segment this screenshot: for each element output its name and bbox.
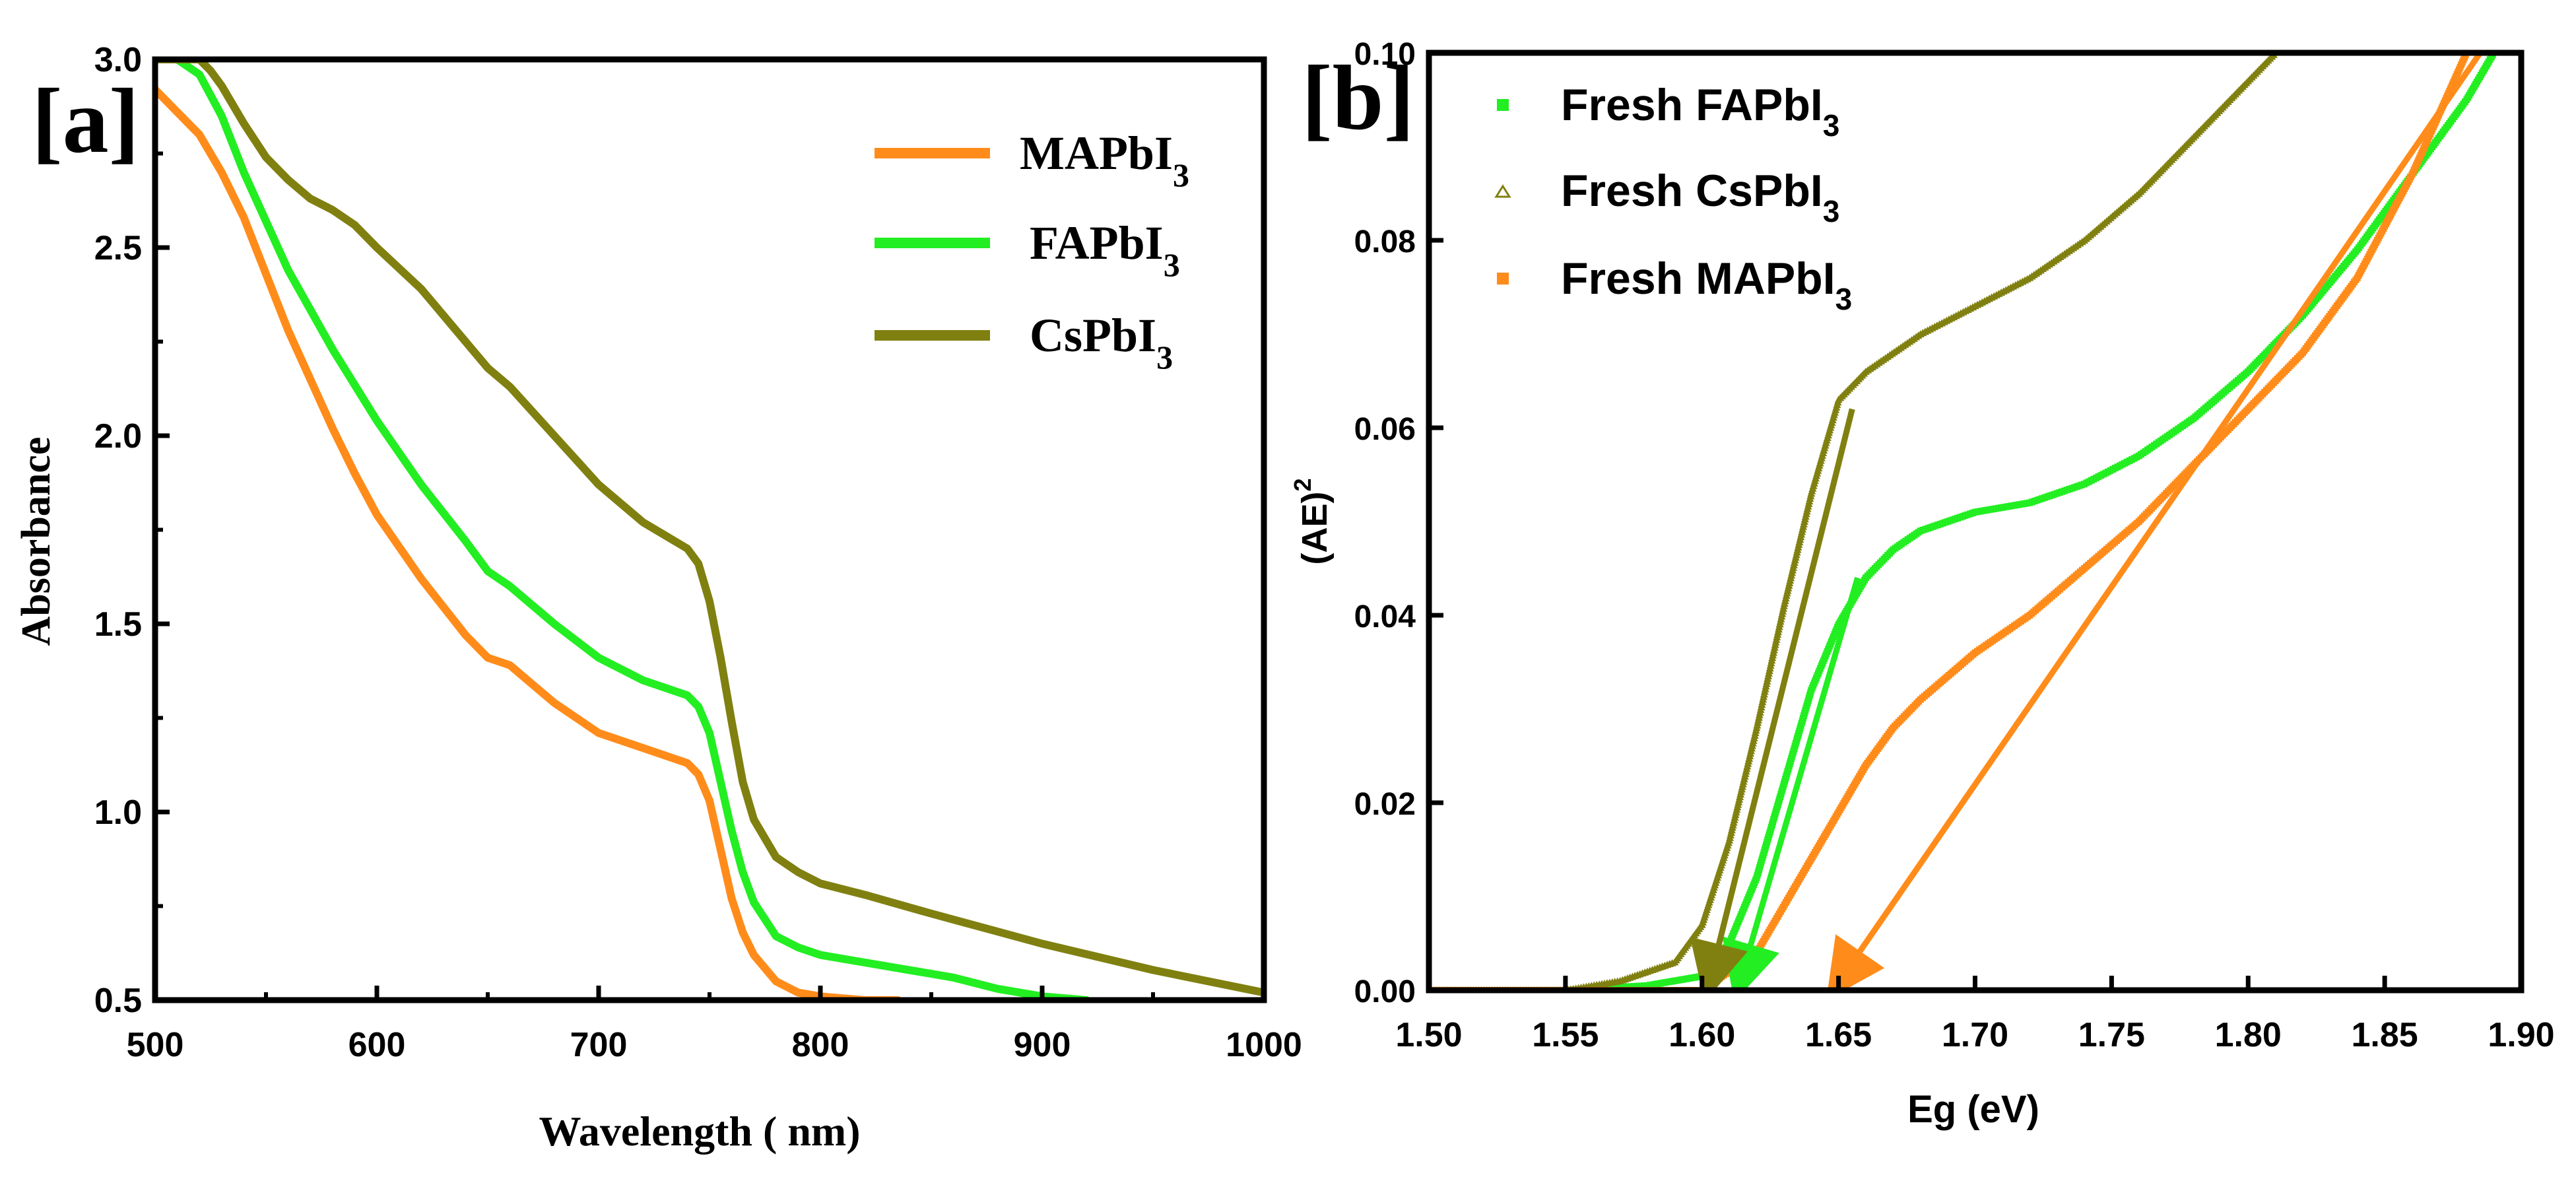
panel-b: 1.50 1.55 1.60 1.65 1.70 1.75 1.80 1.85 1.90 0.00… — [1289, 37, 2555, 1131]
panel-b-label: [b] — [1302, 47, 1414, 149]
legend-entry-mapbi3: MAPbI3 — [875, 127, 1189, 193]
legend-label-mapbi3: MAPbI3 — [1020, 127, 1189, 193]
x-tick-label-600: 600 — [348, 1026, 406, 1064]
legend-entry-cspbi3: CsPbI3 — [875, 309, 1173, 376]
series-line-cspbi3 — [155, 59, 1264, 997]
legend-label-fresh-fapbi3: Fresh FAPbI3 — [1561, 80, 1839, 143]
y-tick-label-2-0: 2.0 — [94, 417, 142, 456]
legend-label-fresh-cspbi3: Fresh CsPbI3 — [1561, 166, 1839, 228]
tangent-arrow-cspbi3 — [1690, 408, 1855, 990]
x-tick-label-700: 700 — [570, 1026, 628, 1064]
tangent-arrow-mapbi3 — [1826, 53, 2483, 990]
y-tick-label-1-0: 1.0 — [94, 794, 142, 832]
y-tick-label-0-06: 0.06 — [1354, 412, 1416, 447]
scatter-series-fresh-cspbi3 — [1429, 53, 2278, 990]
x-tick-label-900: 900 — [1014, 1026, 1071, 1064]
panel-a-label: [a] — [32, 70, 139, 172]
tangent-arrow-fapbi3 — [1722, 576, 1861, 990]
legend-marker-fresh-fapbi3 — [1497, 99, 1509, 111]
x-tick-label-1-70: 1.70 — [1942, 1016, 2008, 1054]
x-tick-label-1-65: 1.65 — [1805, 1016, 1872, 1054]
legend-entry-fresh-fapbi3: Fresh FAPbI3 — [1497, 80, 1839, 143]
legend-marker-fresh-cspbi3 — [1494, 184, 1511, 198]
x-tick-label-1-75: 1.75 — [2078, 1016, 2145, 1054]
panel-b-ylabel-base: (AE) — [1295, 492, 1335, 565]
legend-entry-fapbi3: FAPbI3 — [875, 217, 1180, 283]
y-tick-label-0-08: 0.08 — [1354, 224, 1416, 259]
panel-a-legend: MAPbI3 FAPbI3 CsPbI3 — [875, 127, 1189, 376]
y-tick-label-0-00: 0.00 — [1354, 974, 1416, 1009]
y-tick-label-2-5: 2.5 — [94, 229, 142, 267]
y-tick-label-0-04: 0.04 — [1354, 599, 1416, 634]
x-tick-label-1-60: 1.60 — [1668, 1016, 1735, 1054]
panel-b-legend: Fresh FAPbI3 Fresh CsPbI3 Fresh MAPbI3 — [1494, 80, 1852, 316]
y-tick-label-0-02: 0.02 — [1354, 787, 1416, 822]
panel-a-series — [155, 59, 1264, 1000]
panel-b-ylabel-sup: 2 — [1289, 478, 1316, 491]
x-tick-label-1000: 1000 — [1226, 1026, 1302, 1064]
legend-label-cspbi3: CsPbI3 — [1030, 309, 1173, 376]
x-tick-label-1-50: 1.50 — [1395, 1016, 1462, 1054]
legend-label-fapbi3: FAPbI3 — [1030, 217, 1180, 283]
panel-a-ylabel: Absorbance — [14, 437, 59, 646]
y-tick-label-0-5: 0.5 — [94, 982, 142, 1020]
y-tick-label-0-10: 0.10 — [1354, 37, 1416, 72]
series-line-fapbi3 — [155, 59, 1091, 1000]
panel-a-xlabel: Wavelength ( nm) — [539, 1108, 860, 1155]
x-tick-label-1-85: 1.85 — [2352, 1016, 2418, 1054]
legend-marker-fresh-mapbi3 — [1497, 273, 1509, 285]
legend-label-fresh-mapbi3: Fresh MAPbI3 — [1561, 254, 1852, 316]
x-tick-label-500: 500 — [127, 1026, 184, 1064]
panel-a: 500 600 700 800 900 1000 0.5 1.0 1.5 2.0 2.5 3.0 [a… — [14, 41, 1302, 1155]
panel-b-xlabel: Eg (eV) — [1907, 1088, 2039, 1131]
x-tick-label-1-80: 1.80 — [2215, 1016, 2282, 1054]
legend-entry-fresh-cspbi3: Fresh CsPbI3 — [1494, 166, 1839, 228]
x-tick-label-1-55: 1.55 — [1532, 1016, 1599, 1054]
panel-b-ticks: 1.50 1.55 1.60 1.65 1.70 1.75 1.80 1.85 1.90 0.00… — [1354, 37, 2555, 1054]
y-tick-label-1-5: 1.5 — [94, 605, 142, 644]
panel-b-ylabel: (AE)2 — [1289, 478, 1335, 564]
series-line-mapbi3 — [155, 85, 902, 1000]
scatter-series-fresh-fapbi3 — [1429, 53, 2496, 990]
x-tick-label-800: 800 — [792, 1026, 849, 1064]
legend-entry-fresh-mapbi3: Fresh MAPbI3 — [1497, 254, 1852, 316]
panel-a-ticks: 500 600 700 800 900 1000 0.5 1.0 1.5 2.0 2.5 3.0 — [94, 41, 1302, 1064]
x-tick-label-1-90: 1.90 — [2488, 1016, 2554, 1054]
y-tick-label-3-0: 3.0 — [94, 41, 142, 79]
